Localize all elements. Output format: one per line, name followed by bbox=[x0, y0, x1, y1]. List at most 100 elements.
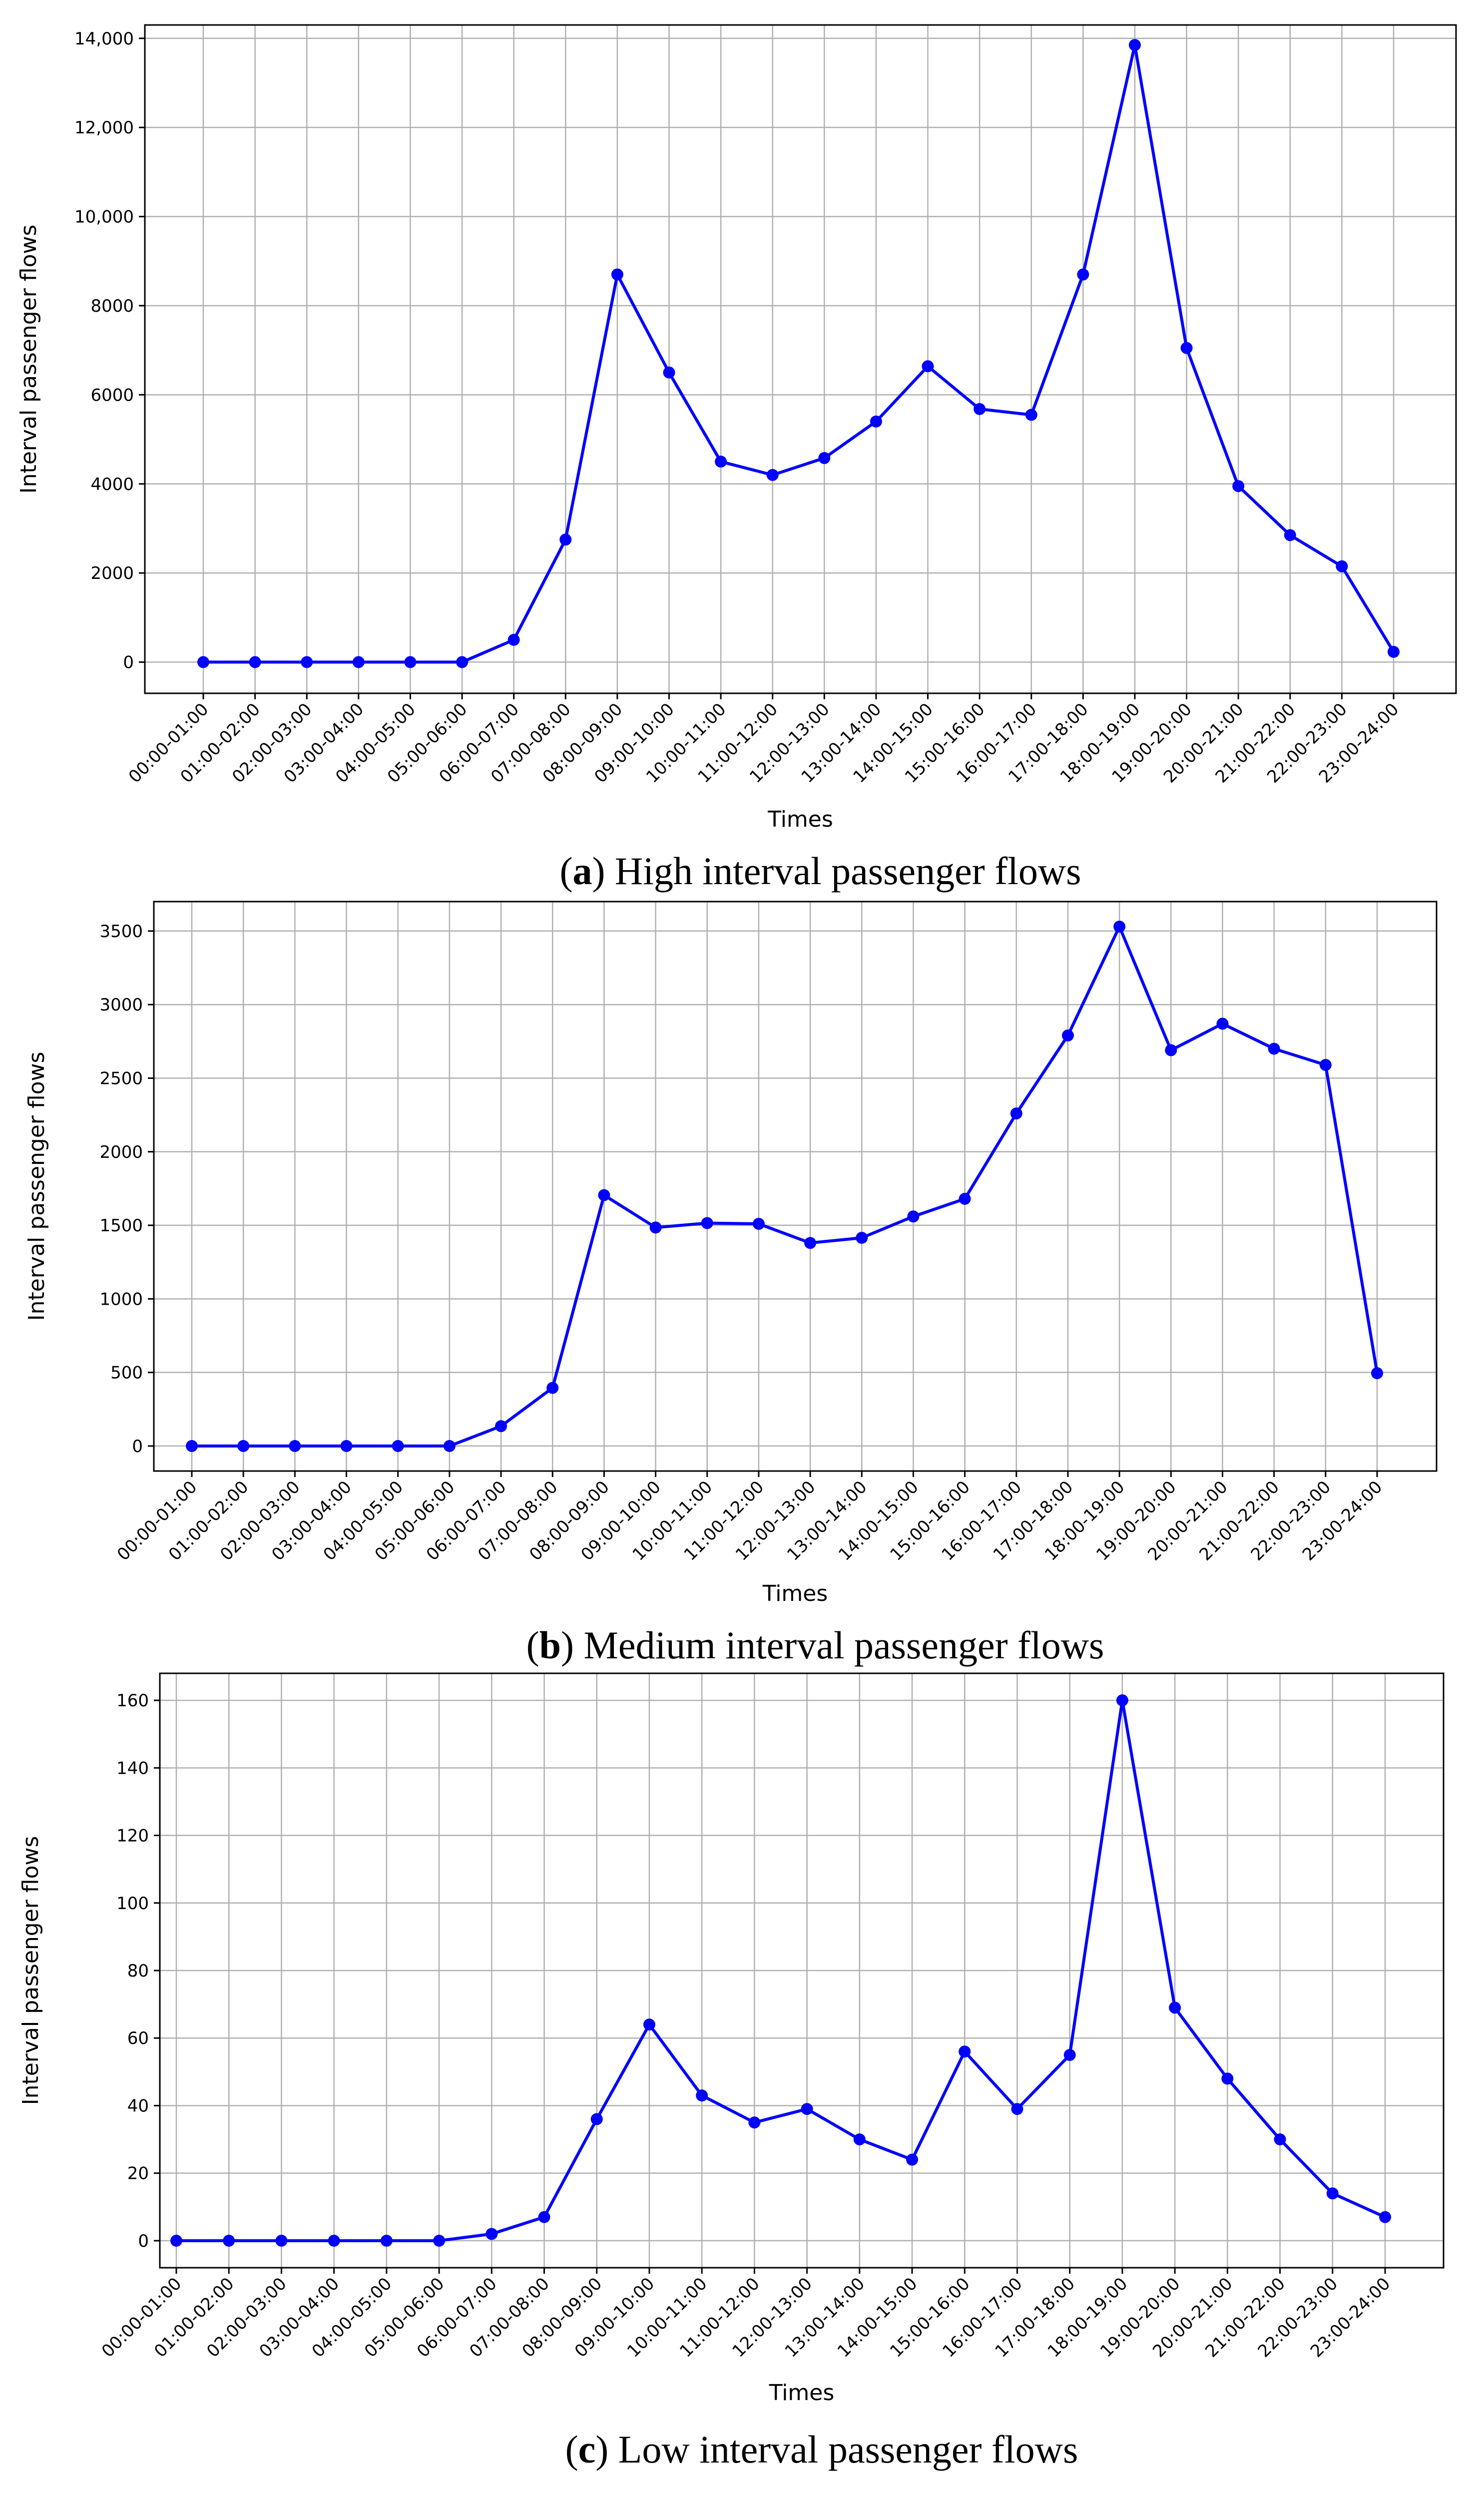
y-tick-label: 120 bbox=[116, 1826, 149, 1846]
data-point bbox=[433, 2234, 446, 2247]
series-line bbox=[176, 1699, 1386, 2242]
y-tick-label: 4000 bbox=[90, 475, 134, 495]
data-point bbox=[663, 366, 675, 379]
data-point bbox=[766, 469, 779, 481]
caption-paren-open: ( bbox=[559, 849, 572, 893]
data-point bbox=[170, 2234, 182, 2247]
caption-letter: c bbox=[578, 2428, 596, 2471]
data-point bbox=[1180, 342, 1193, 354]
data-point bbox=[546, 1382, 559, 1394]
y-tick-label: 8000 bbox=[90, 296, 134, 316]
data-point bbox=[801, 2103, 813, 2115]
data-point bbox=[495, 1420, 507, 1433]
data-point bbox=[380, 2234, 393, 2247]
data-point bbox=[538, 2211, 550, 2223]
data-point bbox=[1274, 2133, 1286, 2146]
series-line bbox=[192, 925, 1379, 1448]
data-point bbox=[1379, 2211, 1391, 2223]
x-axis-label: Times bbox=[762, 1581, 828, 1606]
data-point bbox=[1232, 480, 1245, 493]
data-point bbox=[186, 1440, 198, 1452]
plot-frame bbox=[153, 901, 1438, 1472]
caption-paren-open: ( bbox=[565, 2428, 578, 2471]
caption-paren-close: ) bbox=[595, 2428, 608, 2471]
y-tick-label: 10,000 bbox=[74, 207, 134, 227]
y-tick-label: 0 bbox=[138, 2231, 149, 2251]
data-point bbox=[1326, 2187, 1339, 2200]
data-point bbox=[1336, 560, 1348, 572]
data-point bbox=[853, 2133, 866, 2146]
caption-text: High interval passenger flows bbox=[605, 849, 1081, 893]
data-point bbox=[1165, 1044, 1177, 1056]
caption-text: Medium interval passenger flows bbox=[574, 1623, 1104, 1667]
caption-paren-open: ( bbox=[526, 1623, 539, 1667]
data-point bbox=[959, 2045, 971, 2058]
panel-caption: (a) High interval passenger flows bbox=[559, 849, 1081, 893]
y-tick-label: 3000 bbox=[99, 995, 143, 1015]
y-tick-label: 500 bbox=[110, 1363, 143, 1383]
data-point bbox=[404, 656, 417, 668]
data-point bbox=[392, 1440, 404, 1452]
data-point bbox=[643, 2018, 655, 2031]
data-point bbox=[443, 1440, 456, 1452]
data-point bbox=[1077, 268, 1089, 281]
data-point bbox=[870, 415, 882, 428]
data-point bbox=[922, 360, 934, 373]
data-point bbox=[1216, 1017, 1229, 1030]
y-tick-label: 2000 bbox=[99, 1142, 143, 1162]
y-tick-label: 3500 bbox=[99, 922, 143, 942]
data-point bbox=[1025, 409, 1037, 421]
data-point bbox=[1116, 1694, 1128, 1707]
y-tick-label: 100 bbox=[116, 1894, 149, 1914]
data-point bbox=[1284, 529, 1296, 541]
y-tick-label: 0 bbox=[132, 1437, 143, 1457]
caption-paren-close: ) bbox=[592, 849, 605, 893]
data-point bbox=[1113, 921, 1126, 933]
data-point bbox=[1169, 2001, 1181, 2014]
data-point bbox=[748, 2116, 761, 2129]
data-point bbox=[611, 268, 623, 281]
y-tick-label: 6000 bbox=[90, 385, 134, 405]
data-point bbox=[590, 2113, 603, 2125]
x-axis-label: Times bbox=[769, 2380, 835, 2406]
data-point bbox=[1063, 2049, 1076, 2061]
caption-letter: b bbox=[539, 1623, 561, 1667]
y-axis-label: Interval passenger flows bbox=[18, 1836, 43, 2105]
data-point bbox=[1221, 2072, 1234, 2085]
data-point bbox=[328, 2234, 340, 2247]
data-point bbox=[237, 1440, 250, 1452]
y-tick-label: 160 bbox=[116, 1691, 149, 1711]
data-point bbox=[818, 452, 831, 465]
y-tick-label: 1000 bbox=[99, 1289, 143, 1309]
data-point bbox=[856, 1232, 868, 1244]
y-tick-label: 80 bbox=[127, 1961, 149, 1981]
data-point bbox=[701, 1217, 713, 1229]
data-point bbox=[340, 1440, 353, 1452]
y-axis-label: Interval passenger flows bbox=[16, 225, 41, 494]
data-point bbox=[1319, 1058, 1332, 1071]
data-point bbox=[1061, 1029, 1074, 1042]
data-point bbox=[1011, 2103, 1023, 2115]
data-point bbox=[649, 1221, 662, 1234]
y-axis-label: Interval passenger flows bbox=[24, 1052, 49, 1321]
data-point bbox=[598, 1189, 610, 1201]
data-point bbox=[1128, 39, 1141, 51]
y-tick-label: 0 bbox=[123, 653, 134, 673]
data-point bbox=[197, 656, 209, 668]
y-tick-label: 60 bbox=[127, 2028, 149, 2048]
plot-frame bbox=[144, 24, 1457, 694]
data-point bbox=[715, 456, 727, 468]
data-point bbox=[289, 1440, 301, 1452]
y-tick-label: 1500 bbox=[99, 1216, 143, 1236]
y-tick-label: 20 bbox=[127, 2164, 149, 2184]
panel-caption: (c) Low interval passenger flows bbox=[565, 2428, 1078, 2471]
data-point bbox=[275, 2234, 288, 2247]
data-point bbox=[559, 533, 572, 546]
data-point bbox=[1010, 1107, 1022, 1120]
data-point bbox=[1371, 1367, 1383, 1380]
y-tick-label: 2000 bbox=[90, 563, 134, 583]
y-tick-label: 140 bbox=[116, 1758, 149, 1778]
data-point bbox=[486, 2228, 498, 2240]
data-point bbox=[959, 1193, 971, 1205]
